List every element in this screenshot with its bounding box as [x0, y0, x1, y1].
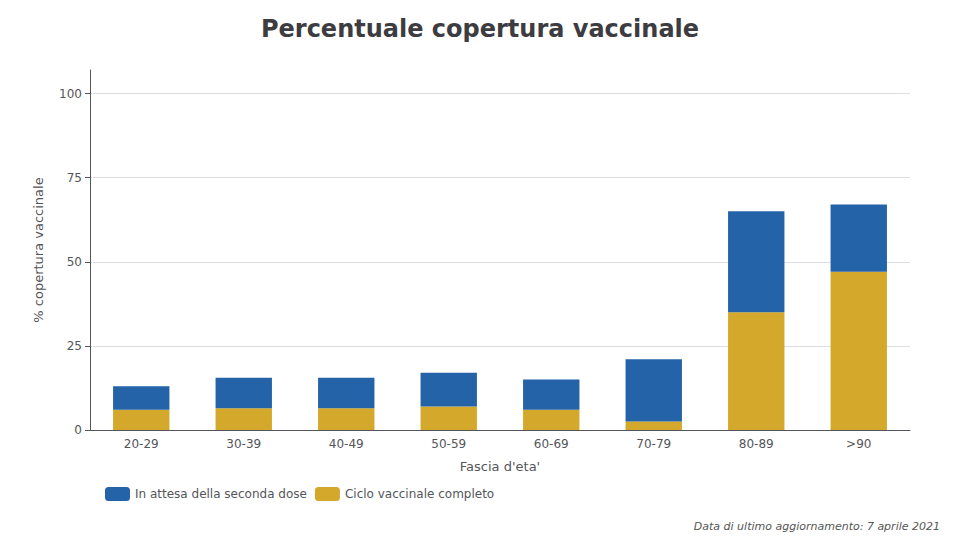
- svg-text:% copertura vaccinale: % copertura vaccinale: [31, 177, 46, 322]
- svg-text:In attesa della seconda dose: In attesa della seconda dose: [135, 487, 307, 501]
- svg-text:70-79: 70-79: [636, 437, 671, 451]
- svg-text:Data di ultimo aggiornamento:: Data di ultimo aggiornamento: 7 aprile 2…: [694, 520, 940, 533]
- svg-text:Fascia d'eta': Fascia d'eta': [460, 459, 540, 474]
- svg-text:50-59: 50-59: [431, 437, 466, 451]
- svg-text:75: 75: [67, 171, 82, 185]
- svg-text:60-69: 60-69: [534, 437, 569, 451]
- svg-text:40-49: 40-49: [329, 437, 364, 451]
- svg-text:Ciclo vaccinale completo: Ciclo vaccinale completo: [345, 487, 494, 501]
- svg-text:Percentuale copertura vaccinal: Percentuale copertura vaccinale: [261, 15, 699, 43]
- svg-text:20-29: 20-29: [124, 437, 159, 451]
- svg-text:>90: >90: [846, 437, 871, 451]
- svg-text:0: 0: [74, 423, 82, 437]
- svg-text:80-89: 80-89: [739, 437, 774, 451]
- svg-text:30-39: 30-39: [226, 437, 261, 451]
- svg-text:100: 100: [59, 87, 82, 101]
- svg-text:25: 25: [67, 339, 82, 353]
- svg-text:50: 50: [67, 255, 82, 269]
